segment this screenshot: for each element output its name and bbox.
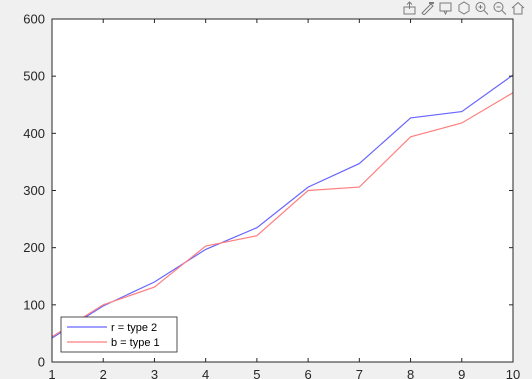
legend-label: b = type 1 [111, 337, 160, 349]
axes-box [51, 18, 514, 363]
axes-toolbar [402, 0, 526, 16]
axes-background [52, 19, 513, 362]
export-icon[interactable] [402, 1, 418, 15]
x-tick-label: 5 [253, 367, 260, 379]
x-tick-label: 6 [304, 367, 311, 379]
legend-box [60, 316, 178, 353]
x-tick-label: 8 [407, 367, 414, 379]
y-tick-label: 0 [38, 355, 45, 370]
x-tick-label: 9 [458, 367, 465, 379]
zoom-in-icon[interactable] [474, 1, 490, 15]
x-tick-label: 1 [48, 367, 55, 379]
series-line-2 [51, 92, 514, 338]
y-tick-label: 100 [23, 297, 45, 312]
x-tick-label: 10 [506, 367, 520, 379]
brush-icon[interactable] [420, 1, 436, 15]
y-tick-label: 400 [23, 126, 45, 141]
zoom-out-icon[interactable] [492, 1, 508, 15]
home-icon[interactable] [510, 1, 526, 15]
y-tick-label: 600 [23, 12, 45, 27]
datatip-icon[interactable] [438, 1, 454, 15]
legend-label: r = type 2 [111, 322, 157, 334]
rotate-icon[interactable] [456, 1, 472, 15]
x-tick-label: 7 [356, 367, 363, 379]
x-tick-label: 3 [151, 367, 158, 379]
x-tick-label: 4 [202, 367, 209, 379]
y-tick-label: 500 [23, 69, 45, 84]
series-line-1 [51, 74, 514, 339]
y-tick-label: 200 [23, 240, 45, 255]
legend[interactable]: r = type 2 b = type 1 [60, 316, 178, 353]
x-tick-label: 2 [100, 367, 107, 379]
y-tick-label: 300 [23, 183, 45, 198]
